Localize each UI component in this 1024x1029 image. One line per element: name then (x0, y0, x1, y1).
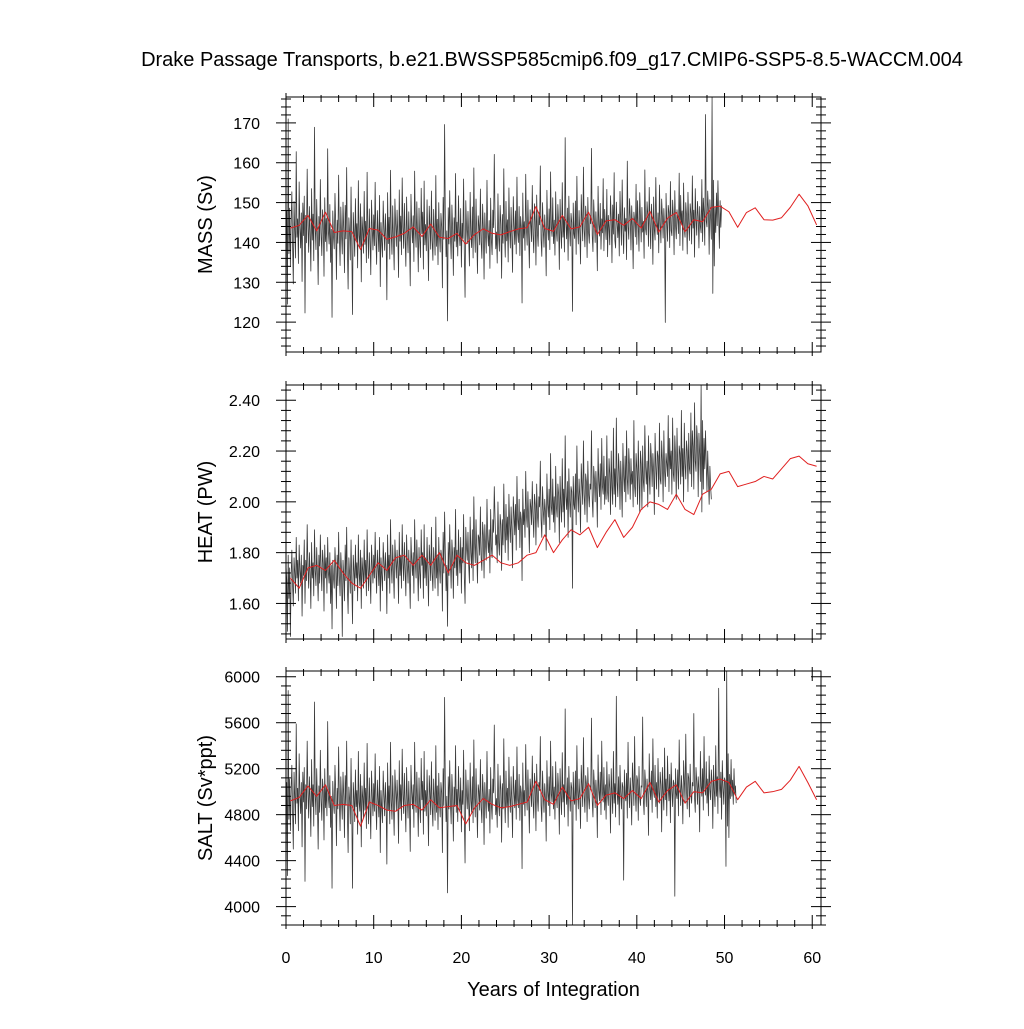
y-tick-label: 4000 (224, 900, 260, 917)
x-tick-label: 0 (282, 950, 291, 967)
y-tick-label: 6000 (224, 670, 260, 687)
y-tick-label: 2.00 (229, 495, 260, 512)
x-tick-label: 30 (540, 950, 558, 967)
y-tick-label: 2.20 (229, 444, 260, 461)
series-line-monthly (286, 97, 722, 323)
chart-panel-3: 4000 4400 4800 5200 5600 6000 SALT (Sv*ppt) 0 10… (195, 667, 831, 1001)
y-axis-label: HEAT (PW) (195, 461, 217, 564)
y-tick-label: 120 (233, 315, 260, 332)
x-tick-label: 50 (716, 950, 734, 967)
y-tick-label: 140 (233, 235, 260, 252)
series-line-monthly (286, 671, 737, 925)
y-tick-label: 130 (233, 275, 260, 292)
y-tick-label: 1.60 (229, 596, 260, 613)
series-line-annual-mean (290, 193, 818, 251)
plot-frame (285, 670, 822, 926)
y-tick-label: 5600 (224, 716, 260, 733)
chart-title: Drake Passage Transports, b.e21.BWSSP585… (141, 49, 963, 71)
chart-panels: 120 130 140 150 160 170 MASS (Sv) 1.60 1.80 2.00 2… (195, 93, 831, 1001)
y-tick-label: 4800 (224, 808, 260, 825)
x-tick-label: 20 (453, 950, 471, 967)
x-axis-label: Years of Integration (467, 979, 640, 1001)
chart-panel-2: 1.60 1.80 2.00 2.20 2.40 HEAT (PW) (195, 381, 831, 643)
series-line-monthly (286, 385, 712, 637)
y-tick-label: 160 (233, 156, 260, 173)
y-tick-label: 1.80 (229, 546, 260, 563)
x-tick-label: 60 (803, 950, 821, 967)
y-tick-label: 5200 (224, 762, 260, 779)
y-axis-label: MASS (Sv) (195, 175, 217, 274)
y-tick-label: 2.40 (229, 393, 260, 410)
plot-frame (285, 96, 822, 353)
y-tick-label: 170 (233, 116, 260, 133)
chart-panel-1: 120 130 140 150 160 170 MASS (Sv) (195, 93, 831, 356)
series-line-annual-mean (290, 765, 818, 827)
x-tick-label: 10 (365, 950, 383, 967)
x-tick-label: 40 (628, 950, 646, 967)
y-tick-label: 4400 (224, 854, 260, 871)
y-axis-label: SALT (Sv*ppt) (195, 735, 217, 861)
series-line-annual-mean (290, 455, 817, 589)
y-tick-label: 150 (233, 196, 260, 213)
